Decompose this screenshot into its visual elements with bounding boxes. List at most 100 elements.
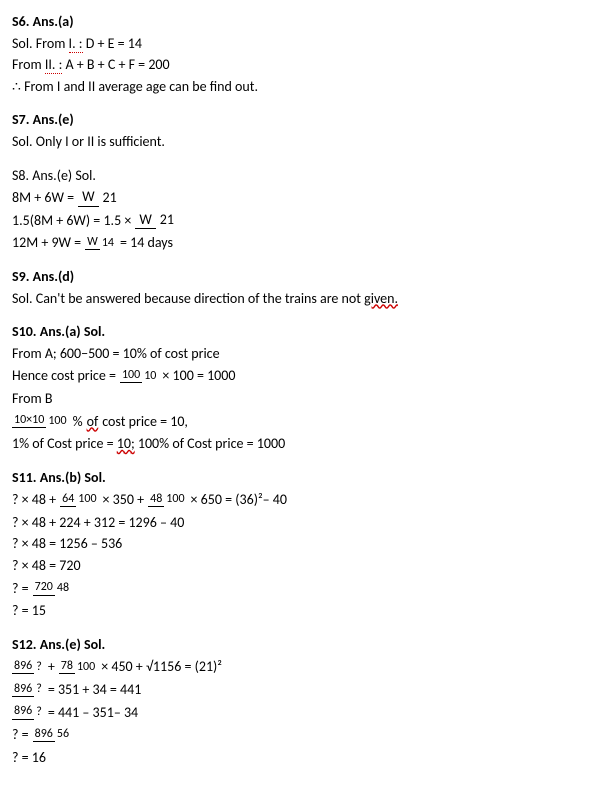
s11-line5: ? = 72048 — [12, 579, 603, 599]
s12-line3: 896? = 441 – 351– 34 — [12, 703, 603, 723]
s8-eq3: 12M + 9W = W14 = 14 days — [12, 233, 603, 253]
s8-eq3l: 12M + 9W = — [12, 233, 81, 253]
frac-num: W — [78, 189, 98, 207]
frac-num: 10×10 — [12, 414, 46, 428]
s6-l1b: I. : — [69, 35, 83, 53]
frac-den: 14 — [100, 237, 116, 250]
s12-l4-frac: 89656 — [33, 728, 71, 742]
s11-l5a: ? = — [12, 579, 29, 599]
frac-den: ? — [34, 661, 44, 674]
solution-6: S6. Ans.(a) Sol. From I. : D + E = 14 Fr… — [12, 12, 603, 96]
s12-header: S12. Ans.(e) Sol. — [12, 635, 603, 655]
s11-line4: ? × 48 = 720 — [12, 556, 603, 576]
frac-num: W — [135, 212, 155, 230]
s12-l1b: × 450 + √1156 = (21)² — [101, 657, 222, 677]
solution-9: S9. Ans.(d) Sol. Can't be answered becau… — [12, 267, 603, 308]
frac-num: 48 — [148, 493, 164, 507]
frac-num: 896 — [12, 705, 34, 719]
s10-line3: From B — [12, 389, 603, 409]
frac-den: 21 — [156, 212, 178, 229]
frac-den: 100 — [75, 661, 97, 674]
frac-num: 896 — [33, 728, 55, 742]
frac-den: ? — [34, 706, 44, 719]
s11-l1b: × 350 + — [103, 490, 145, 510]
solution-12: S12. Ans.(e) Sol. 896? + 78100 × 450 + √… — [12, 635, 603, 768]
frac-den: 100 — [46, 415, 68, 428]
solution-10: S10. Ans.(a) Sol. From A; 600−500 = 10% … — [12, 322, 603, 454]
frac-num: 720 — [33, 581, 55, 595]
s8-eq2: 1.5(8M + 6W) = 1.5 × W21 — [12, 211, 603, 231]
frac-num: 78 — [59, 660, 75, 674]
s6-line2: From II. : A + B + C + F = 200 — [12, 55, 603, 75]
s12-l1-frac1: 896? — [12, 660, 44, 674]
s10-l5b: 10; — [117, 435, 135, 452]
s6-l2b: II. : — [45, 56, 63, 74]
s12-l2-frac: 896? — [12, 683, 44, 697]
s10-l5c: 100% of Cost price = 1000 — [135, 435, 286, 452]
s12-l2a: = 351 + 34 = 441 — [48, 680, 142, 700]
s9-line1: Sol. Can't be answered because direction… — [12, 289, 603, 309]
s11-line6: ? = 15 — [12, 601, 603, 621]
s6-header: S6. Ans.(a) — [12, 12, 603, 32]
s9-header: S9. Ans.(d) — [12, 267, 603, 287]
solution-8: S8. Ans.(e) Sol. 8M + 6W = W21 1.5(8M + … — [12, 166, 603, 253]
s12-l3-frac: 896? — [12, 705, 44, 719]
s10-l4c: cost price = 10, — [102, 412, 188, 432]
frac-den: 100 — [164, 493, 186, 506]
frac-den: ? — [34, 683, 44, 696]
frac-den: 21 — [99, 190, 121, 207]
frac-num: 100 — [120, 369, 142, 383]
s11-l1-frac1: 64100 — [60, 493, 98, 507]
s7-header: S7. Ans.(e) — [12, 110, 603, 130]
s6-l2a: From — [12, 56, 45, 73]
s9-l1b: given. — [364, 290, 398, 307]
frac-num: 896 — [12, 683, 34, 697]
s6-l1c: D + E = 14 — [83, 35, 142, 52]
s8-header: S8. Ans.(e) Sol. — [12, 166, 603, 186]
solution-11: S11. Ans.(b) Sol. ? × 48 + 64100 × 350 +… — [12, 468, 603, 621]
s8-eq3r: = 14 days — [120, 233, 173, 253]
s10-l5a: 1% of Cost price = — [12, 435, 117, 452]
s9-l1a: Sol. Can't be answered because direction… — [12, 290, 364, 307]
s12-l3a: = 441 – 351– 34 — [48, 703, 138, 723]
s12-line5: ? = 16 — [12, 748, 603, 768]
s10-l4a: % — [73, 412, 83, 432]
frac-num: 896 — [12, 660, 34, 674]
s11-l1a: ? × 48 + — [12, 490, 56, 510]
frac-den: 56 — [55, 728, 71, 741]
frac-den: 48 — [55, 582, 71, 595]
frac-num: 64 — [60, 493, 76, 507]
s11-l5-frac: 72048 — [33, 581, 71, 595]
s11-line3: ? × 48 = 1256 – 536 — [12, 534, 603, 554]
s10-line5: 1% of Cost price = 10; 100% of Cost pric… — [12, 434, 603, 454]
s10-l4b: of — [87, 412, 99, 432]
s10-l4-frac: 10×10100 — [12, 414, 69, 428]
s11-l1c: × 650 = (36)²– 40 — [191, 490, 287, 510]
solution-7: S7. Ans.(e) Sol. Only I or II is suffici… — [12, 110, 603, 151]
s11-l1-frac2: 48100 — [148, 493, 186, 507]
s6-line3: ∴ From I and II average age can be find … — [12, 77, 603, 97]
s8-eq1: 8M + 6W = W21 — [12, 188, 603, 208]
s12-l4a: ? = — [12, 725, 29, 745]
s10-line1: From A; 600−500 = 10% of cost price — [12, 344, 603, 364]
s6-l1a: Sol. From — [12, 35, 69, 52]
s12-l1a: + — [48, 657, 55, 677]
s6-l2c: A + B + C + F = 200 — [62, 56, 169, 73]
s8-eq2-frac: W21 — [135, 212, 178, 230]
s10-header: S10. Ans.(a) Sol. — [12, 322, 603, 342]
s6-line1: Sol. From I. : D + E = 14 — [12, 34, 603, 54]
s8-eq1-frac: W21 — [78, 189, 121, 207]
s12-line2: 896? = 351 + 34 = 441 — [12, 680, 603, 700]
s11-header: S11. Ans.(b) Sol. — [12, 468, 603, 488]
frac-num: W — [85, 236, 100, 250]
s12-l1-frac2: 78100 — [59, 660, 97, 674]
s10-l2-frac: 10010 — [120, 369, 158, 383]
s12-line1: 896? + 78100 × 450 + √1156 = (21)² — [12, 657, 603, 677]
s8-eq1l: 8M + 6W = — [12, 188, 74, 208]
frac-den: 10 — [142, 370, 158, 383]
s8-eq3-frac: W14 — [85, 236, 116, 250]
s7-line1: Sol. Only I or II is sufficient. — [12, 132, 603, 152]
s12-line4: ? = 89656 — [12, 725, 603, 745]
frac-den: 100 — [76, 493, 98, 506]
s10-line2: Hence cost price = 10010 × 100 = 1000 — [12, 366, 603, 386]
